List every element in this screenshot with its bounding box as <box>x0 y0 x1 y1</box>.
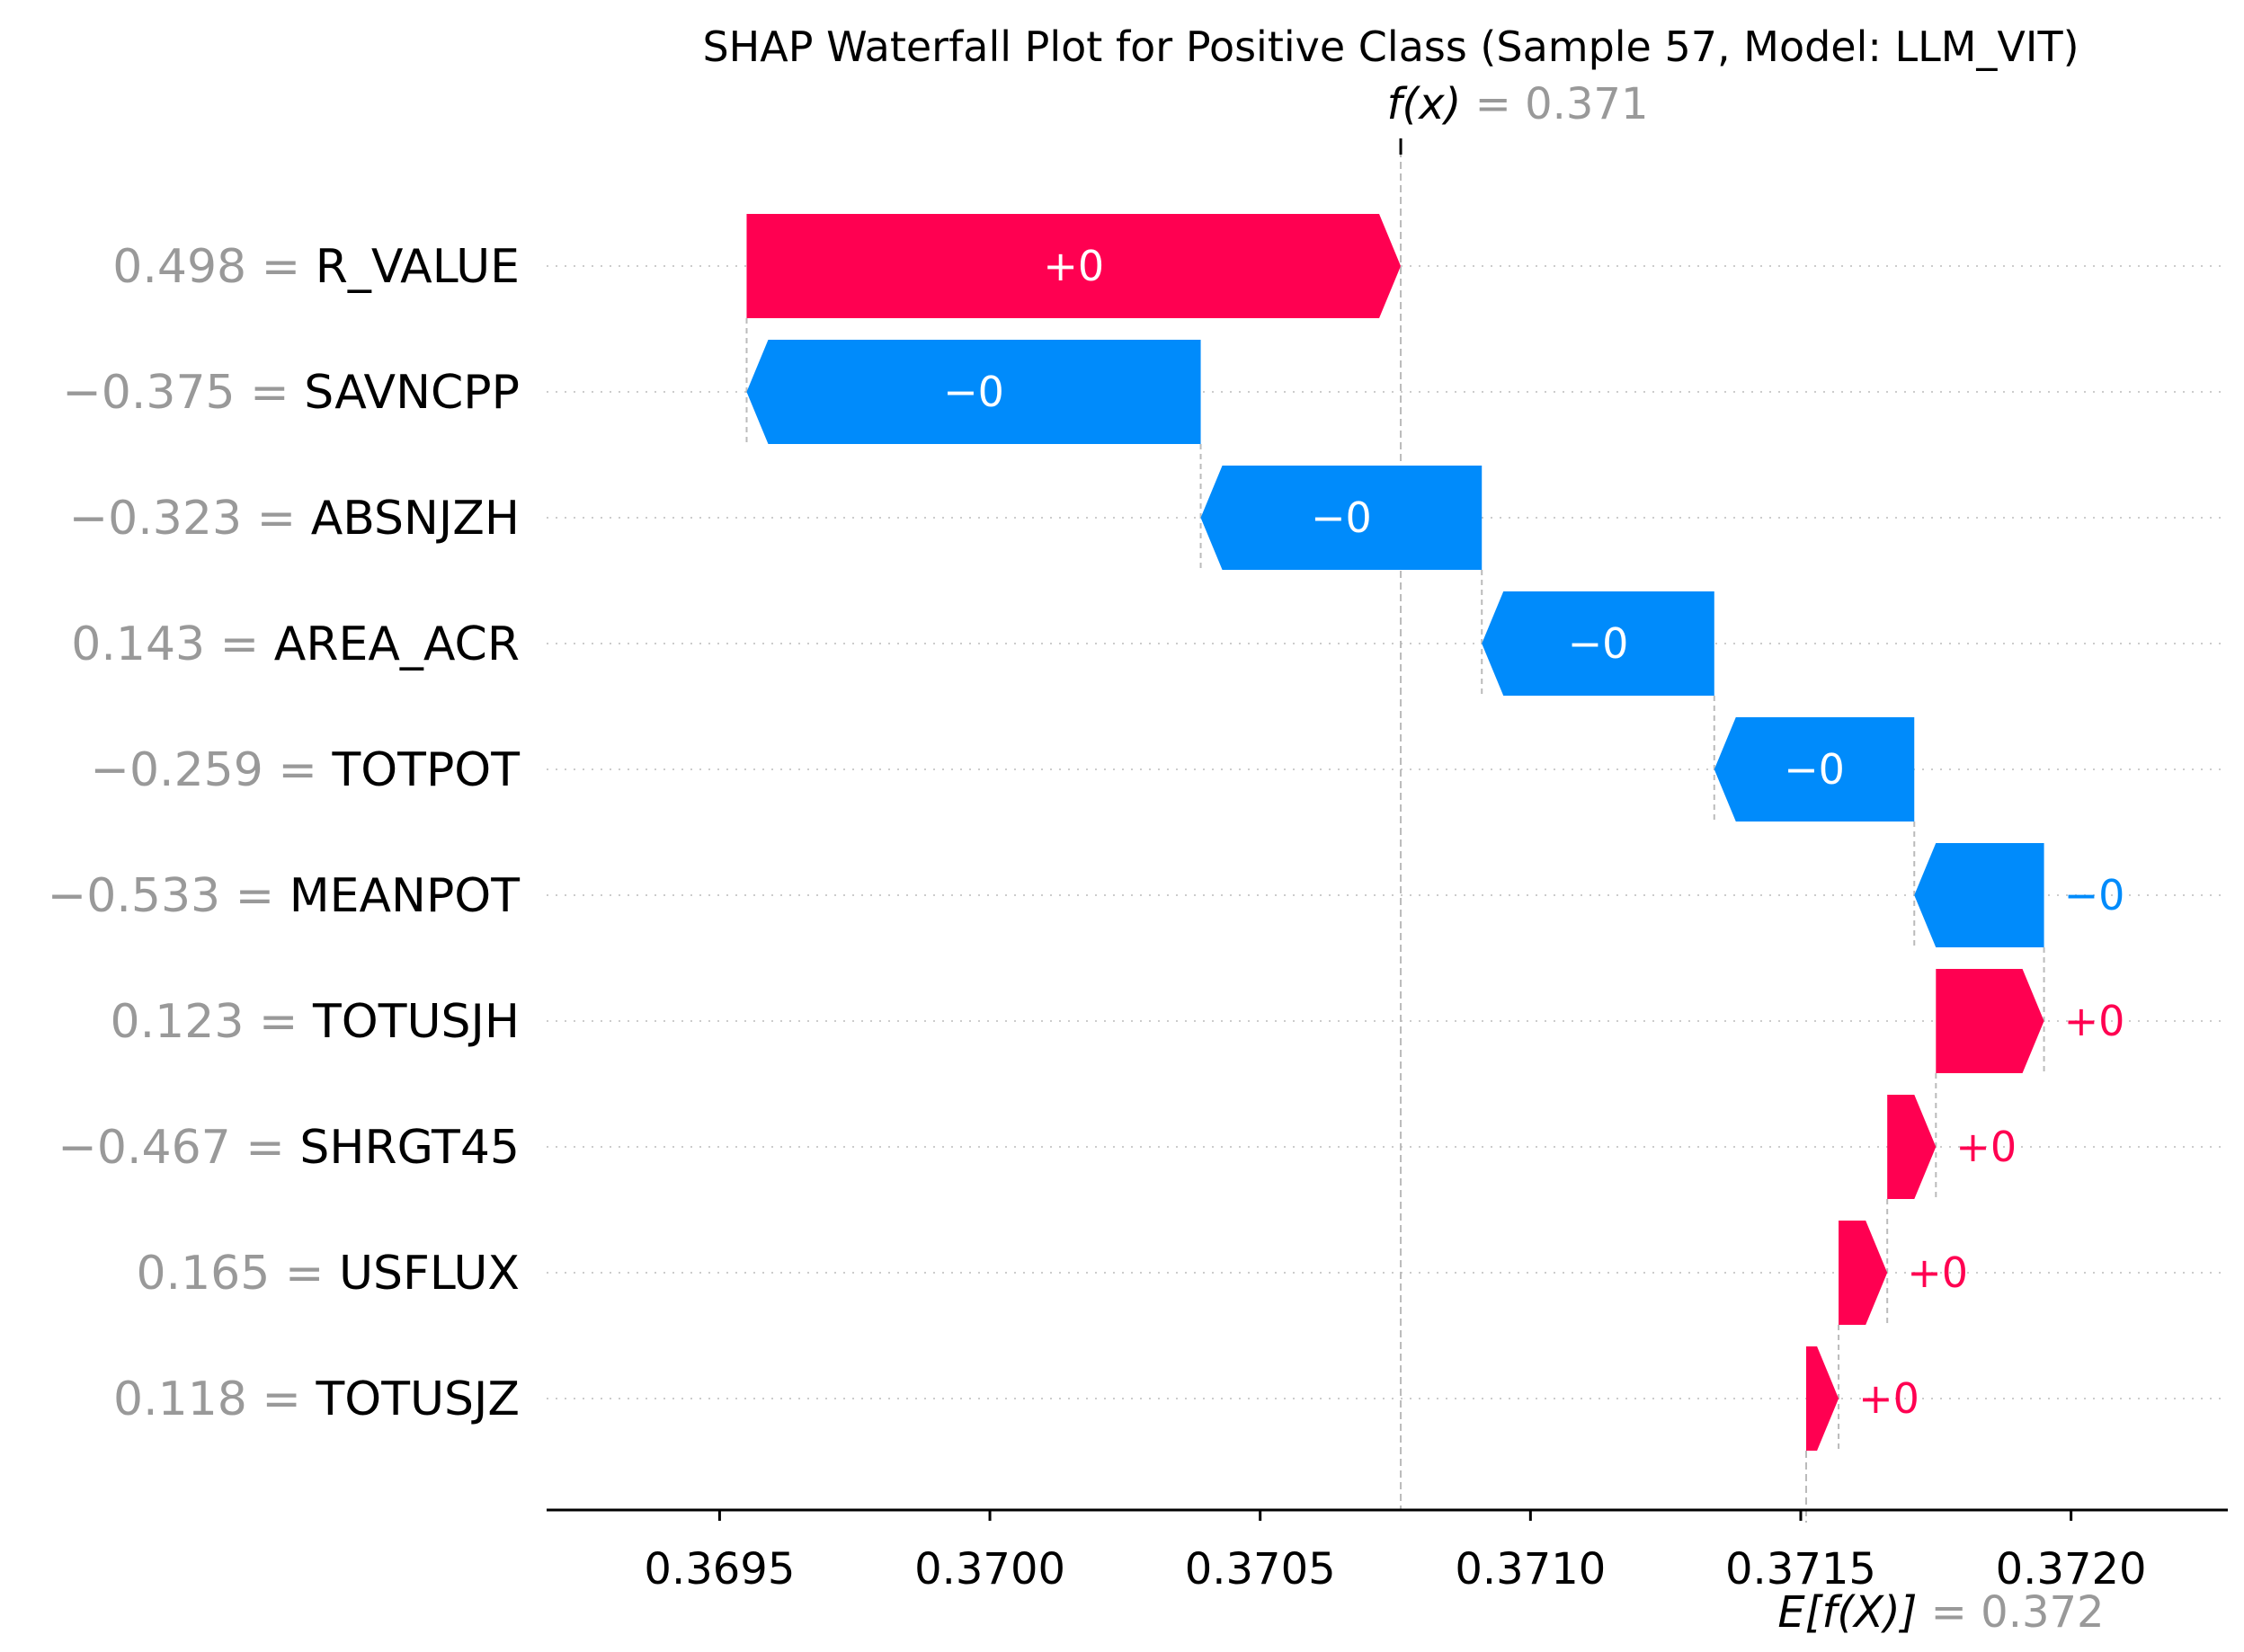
x-tick-label: 0.3700 <box>914 1544 1065 1594</box>
feature-name: SAVNCPP <box>304 366 520 420</box>
feature-labels: 0.498 = R_VALUE −0.375 = SAVNCPP −0.323 = … <box>48 240 521 1426</box>
bar-totusjz <box>1805 1346 1839 1451</box>
bar-totusjh <box>1936 969 2044 1073</box>
bar-value-label: +0 <box>1907 1248 1968 1297</box>
bar-value-label: +0 <box>1858 1374 1919 1423</box>
x-tick-label: 0.3705 <box>1185 1544 1336 1594</box>
feature-label: 0.123 = TOTUSJH <box>111 995 520 1049</box>
bar-totpot <box>1714 717 1915 822</box>
bar-value-label: −0 <box>2064 871 2125 919</box>
feature-label: 0.118 = TOTUSJZ <box>113 1372 520 1426</box>
bar-r-value <box>746 214 1402 318</box>
fx-annotation: f(x) = 0.371 <box>1387 79 1649 129</box>
bar-value-label: −0 <box>1311 493 1372 542</box>
feature-value: 0.498 = <box>112 240 316 294</box>
bar-usflux <box>1839 1221 1888 1325</box>
efx-label: E[f(X)] = 0.372 <box>1777 1587 2104 1638</box>
feature-label: −0.467 = SHRGT45 <box>58 1121 520 1175</box>
bar-savncpp <box>746 340 1201 444</box>
x-tick-label: 0.3710 <box>1455 1544 1606 1594</box>
feature-value: −0.533 = <box>48 869 289 923</box>
bar-shrgt45 <box>1887 1095 1937 1199</box>
feature-name: SHRGT45 <box>299 1121 520 1175</box>
x-axis: 0.3695 0.3700 0.3705 0.3710 0.3715 0.3720 <box>547 1508 2228 1594</box>
feature-name: AREA_ACR <box>274 617 520 671</box>
feature-name: ABSNJZH <box>311 492 520 546</box>
feature-label: 0.498 = R_VALUE <box>112 240 520 294</box>
feature-value: 0.118 = <box>113 1372 316 1426</box>
feature-value: −0.323 = <box>69 492 311 546</box>
feature-value: 0.123 = <box>111 995 314 1049</box>
bar-value-label: −0 <box>943 368 1004 416</box>
feature-name: TOTUSJZ <box>316 1372 520 1426</box>
bar-value-label: +0 <box>1043 242 1104 290</box>
fx-value: = 0.371 <box>1461 79 1648 129</box>
efx-value: = 0.372 <box>1917 1587 2104 1638</box>
feature-label: −0.375 = SAVNCPP <box>62 366 520 420</box>
x-tick-label: 0.3720 <box>1996 1544 2147 1594</box>
feature-label: 0.143 = AREA_ACR <box>71 617 520 671</box>
feature-label: −0.259 = TOTPOT <box>90 743 520 797</box>
fx-label: f(x) = 0.371 <box>1387 79 1649 129</box>
feature-name: TOTPOT <box>331 743 520 797</box>
bar-value-label: −0 <box>1568 619 1629 668</box>
feature-value: −0.467 = <box>58 1121 299 1175</box>
x-tick-label: 0.3695 <box>644 1544 795 1594</box>
bar-value-label: +0 <box>1955 1123 2017 1171</box>
chart-title: SHAP Waterfall Plot for Positive Class (… <box>702 22 2079 71</box>
x-tick-label: 0.3715 <box>1725 1544 1876 1594</box>
feature-value: −0.259 = <box>90 743 332 797</box>
feature-value: 0.143 = <box>71 617 274 671</box>
feature-name: USFLUX <box>339 1247 520 1301</box>
bar-value-label: +0 <box>2064 997 2125 1045</box>
efx-annotation: E[f(X)] = 0.372 <box>1777 1587 2104 1638</box>
bars-layer: +0 −0 −0 −0 −0 −0 +0 +0 +0 +0 <box>746 214 2124 1451</box>
feature-value: −0.375 = <box>62 366 304 420</box>
bar-absnjzh <box>1200 466 1483 570</box>
feature-name: R_VALUE <box>316 240 520 294</box>
bar-area-acr <box>1482 591 1714 696</box>
bar-meanpot <box>1914 843 2044 947</box>
fx-symbol: f(x) <box>1387 79 1462 129</box>
feature-name: TOTUSJH <box>312 995 520 1049</box>
feature-value: 0.165 = <box>136 1247 339 1301</box>
efx-symbol: E[f(X)] <box>1777 1587 1917 1638</box>
feature-label: −0.533 = MEANPOT <box>48 869 521 923</box>
feature-name: MEANPOT <box>289 869 520 923</box>
feature-label: 0.165 = USFLUX <box>136 1247 520 1301</box>
bar-value-label: −0 <box>1784 745 1845 794</box>
feature-label: −0.323 = ABSNJZH <box>69 492 520 546</box>
